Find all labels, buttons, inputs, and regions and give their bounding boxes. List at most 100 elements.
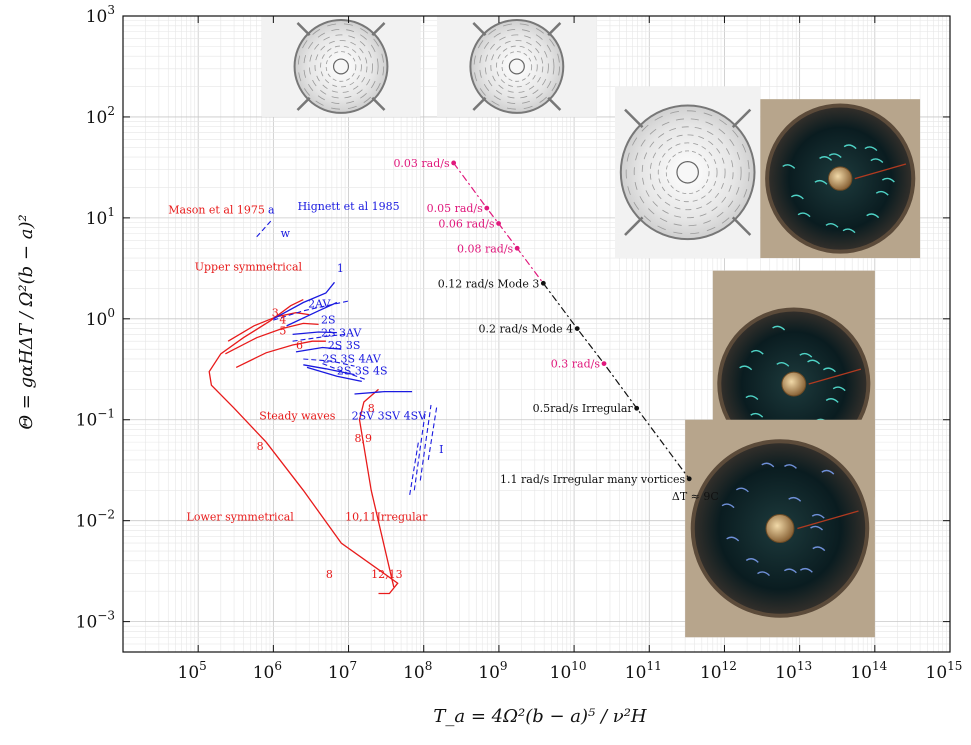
dye-streak xyxy=(750,412,764,418)
support-strut xyxy=(472,96,487,111)
annotation-label: Upper symmetrical xyxy=(195,261,303,274)
y-tick-label: 10−1 xyxy=(76,407,115,431)
center-cylinder xyxy=(508,58,525,75)
center-cylinder xyxy=(676,160,699,184)
annotation-label: 8 xyxy=(368,402,375,415)
dye-streak xyxy=(814,179,828,185)
data-point xyxy=(451,160,457,166)
annotation-label: a xyxy=(268,204,275,217)
tick-exponent: 10 xyxy=(571,659,586,673)
dye-streak xyxy=(782,164,796,169)
support-strut xyxy=(296,22,311,37)
y-tick-label: 103 xyxy=(86,3,115,27)
tick-base: 10 xyxy=(76,512,98,532)
blue-regime-curve xyxy=(292,331,337,336)
annotation-label: Steady waves xyxy=(259,410,335,423)
annotation-label: 8,9 xyxy=(354,432,372,445)
blue-dashed-curve xyxy=(292,333,346,342)
tick-base: 10 xyxy=(478,663,500,683)
tick-exponent: 0 xyxy=(107,306,115,320)
annotation-label: 5 xyxy=(279,324,286,337)
x-tick-label: 1013 xyxy=(775,659,812,683)
photo-mode3 xyxy=(614,86,761,259)
annotation-label: Hignett et al 1985 xyxy=(298,200,400,213)
support-strut xyxy=(731,108,752,129)
flow-ring xyxy=(490,40,544,93)
dye-streak xyxy=(864,146,878,152)
dye-streak xyxy=(783,568,797,574)
x-tick-label: 105 xyxy=(178,659,207,683)
flow-ring xyxy=(657,142,718,203)
tick-base: 10 xyxy=(403,663,425,683)
photo-stack-upper-right xyxy=(436,16,597,117)
point-label: 0.05 rad/s xyxy=(427,202,484,215)
y-tick-label: 102 xyxy=(86,104,115,128)
dye-streak xyxy=(745,395,759,401)
dye-streak xyxy=(757,571,770,577)
x-tick-label: 107 xyxy=(328,659,357,683)
tick-base: 10 xyxy=(850,663,872,683)
data-point xyxy=(514,245,520,251)
annotation-label: 2S 3S 4S xyxy=(337,365,388,378)
rotation-series: 0.03 rad/s 0.05 rad/s 0.06 rad/s 0.08 rad/s… xyxy=(393,157,692,486)
dye-streak xyxy=(772,325,786,331)
dye-streak xyxy=(797,212,811,218)
annotation-label: 2AV xyxy=(308,297,331,310)
flow-ring xyxy=(496,45,538,88)
tick-base: 10 xyxy=(625,663,647,683)
tick-exponent: 8 xyxy=(425,659,433,673)
regime-curves xyxy=(208,219,438,595)
support-strut xyxy=(371,96,386,111)
flow-ring xyxy=(314,40,368,93)
dye-streak xyxy=(828,153,842,159)
dye-streak xyxy=(881,177,895,183)
dye-streak xyxy=(810,525,824,531)
annotation-label: 2SV 3SV 4SV xyxy=(352,410,427,423)
dye-streak xyxy=(784,464,797,469)
dye-streak xyxy=(821,469,835,475)
point-label: 1.1 rad/s Irregular many vortices xyxy=(500,473,686,486)
y-tick-label: 10−2 xyxy=(76,508,115,532)
tick-base: 10 xyxy=(178,663,200,683)
annotation-label: 2S xyxy=(321,313,336,326)
annotations: Mason et al 1975 a Hignett et al 1985 w Uppe… xyxy=(168,200,719,581)
tick-base: 10 xyxy=(86,108,108,128)
blue-dashed-curve xyxy=(273,300,349,321)
tick-base: 10 xyxy=(775,663,797,683)
dye-streak xyxy=(726,536,740,542)
point-label: 0.2 rad/s Mode 4 xyxy=(479,323,574,336)
red-regime-curve xyxy=(225,322,319,355)
annotation-label: 3 xyxy=(272,307,279,320)
tick-base: 10 xyxy=(86,310,108,330)
plot-frame xyxy=(122,15,951,653)
dye-streak xyxy=(875,190,889,196)
annotation-label: I xyxy=(439,443,443,456)
annotation-label: 2S 3AV xyxy=(321,326,362,339)
dye-streak xyxy=(807,359,821,365)
tick-exponent: 1 xyxy=(107,205,115,219)
dye-streak xyxy=(735,487,749,493)
x-axis-label: T_a = 4Ω²(b − a)⁵ / ν²H xyxy=(433,706,647,727)
annotation-label: 2S 3S xyxy=(328,339,361,352)
blue-regime-curve xyxy=(306,366,362,383)
point-label: 0.5rad/s Irregular xyxy=(533,402,634,415)
dye-streak xyxy=(842,228,856,234)
annotation-label: 2S 3S 4AV xyxy=(322,352,381,365)
tick-exponent: 6 xyxy=(274,659,282,673)
tick-base: 10 xyxy=(76,613,98,633)
flow-ring xyxy=(479,28,555,105)
dye-streak xyxy=(825,223,839,228)
tick-base: 10 xyxy=(86,7,108,27)
x-tick-label: 1012 xyxy=(700,659,737,683)
point-label: 0.06 rad/s xyxy=(438,217,495,230)
photo-tank-3 xyxy=(685,419,875,638)
dye-streak xyxy=(799,352,813,358)
support-strut xyxy=(296,96,311,111)
support-strut xyxy=(371,22,386,37)
axes xyxy=(122,15,951,653)
annotation-label: w xyxy=(281,227,291,240)
flow-ring xyxy=(665,150,710,195)
tick-exponent: 12 xyxy=(722,659,737,673)
data-point xyxy=(574,326,580,331)
flow-ring xyxy=(484,34,549,99)
